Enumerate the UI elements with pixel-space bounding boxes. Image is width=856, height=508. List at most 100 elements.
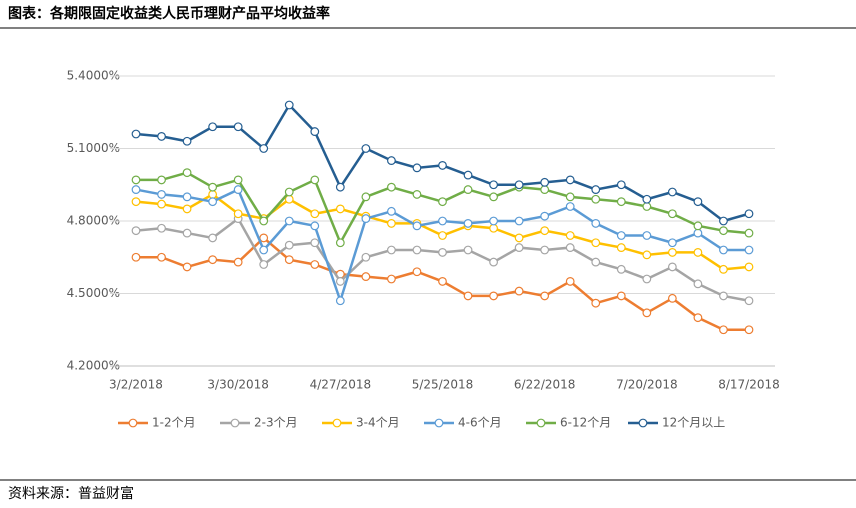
- point: [284, 255, 294, 265]
- chart-title: 图表：各期限固定收益类人民币理财产品平均收益率: [8, 5, 330, 22]
- point: [259, 245, 269, 255]
- point: [157, 252, 166, 262]
- point: [719, 325, 728, 335]
- point: [489, 223, 498, 233]
- point: [157, 190, 166, 199]
- x-tick-label: 5/25/2018: [412, 378, 474, 392]
- point: [412, 190, 422, 199]
- point: [412, 221, 422, 231]
- point: [591, 257, 601, 267]
- legend-label: 12个月以上: [662, 416, 725, 430]
- legend-marker: [128, 418, 138, 428]
- point: [693, 279, 703, 289]
- y-tick-label: 4.8000%: [67, 214, 120, 228]
- point: [412, 163, 422, 173]
- point: [157, 175, 166, 185]
- point: [565, 192, 575, 202]
- point: [591, 219, 601, 228]
- point: [182, 204, 192, 214]
- point: [259, 144, 269, 153]
- point: [284, 216, 294, 226]
- point: [489, 257, 498, 267]
- point: [540, 211, 550, 221]
- point: [335, 204, 345, 214]
- point: [540, 177, 550, 187]
- point: [284, 100, 294, 110]
- point: [719, 226, 728, 236]
- point: [540, 245, 550, 255]
- point: [361, 214, 371, 223]
- legend-label: 4-6个月: [458, 416, 502, 430]
- point: [131, 226, 141, 236]
- point: [438, 277, 447, 286]
- point: [744, 245, 754, 255]
- point: [310, 238, 320, 248]
- point: [387, 156, 396, 165]
- point: [667, 293, 677, 303]
- point: [335, 238, 345, 248]
- point: [616, 197, 626, 207]
- point: [591, 238, 601, 248]
- legend-label: 3-4个月: [356, 416, 400, 430]
- point: [310, 260, 320, 269]
- point: [565, 277, 575, 286]
- point: [642, 274, 652, 284]
- point: [259, 260, 269, 269]
- point: [616, 180, 626, 190]
- point: [693, 313, 703, 323]
- point: [693, 221, 703, 231]
- point: [744, 262, 754, 272]
- point: [387, 245, 396, 255]
- point: [208, 255, 218, 265]
- point: [208, 190, 218, 199]
- point: [489, 216, 498, 226]
- point: [616, 291, 626, 301]
- point: [233, 175, 243, 185]
- point: [463, 219, 473, 228]
- y-tick-label: 4.2000%: [67, 359, 120, 373]
- legend-label: 6-12个月: [560, 416, 611, 430]
- point: [719, 245, 728, 255]
- point: [208, 233, 218, 243]
- point: [642, 194, 652, 204]
- series-line: [135, 216, 750, 302]
- point: [565, 231, 575, 240]
- point: [438, 161, 447, 170]
- point: [667, 187, 677, 197]
- point: [744, 325, 754, 335]
- point: [335, 182, 345, 192]
- point: [208, 197, 218, 207]
- point: [259, 216, 269, 226]
- point: [591, 185, 601, 194]
- point: [667, 248, 677, 257]
- y-tick-label: 4.5000%: [67, 286, 120, 300]
- point: [387, 219, 396, 228]
- point: [361, 272, 371, 281]
- source: 资料来源：普益财富: [8, 485, 134, 502]
- legend-label: 1-2个月: [152, 416, 196, 430]
- point: [387, 206, 396, 216]
- legend-marker: [536, 418, 546, 428]
- point: [616, 243, 626, 252]
- x-tick-label: 3/2/2018: [109, 378, 163, 392]
- point: [387, 182, 396, 192]
- point: [667, 209, 677, 219]
- point: [131, 175, 141, 185]
- y-tick-label: 5.4000%: [67, 69, 120, 83]
- point: [693, 228, 703, 238]
- point: [744, 228, 754, 238]
- point: [131, 197, 141, 207]
- point: [361, 144, 371, 153]
- x-tick-label: 6/22/2018: [514, 378, 576, 392]
- point: [540, 226, 550, 236]
- point: [157, 199, 166, 209]
- point: [667, 262, 677, 272]
- point: [335, 277, 345, 286]
- point: [565, 243, 575, 252]
- point: [489, 180, 498, 190]
- point: [463, 185, 473, 194]
- point: [361, 192, 371, 202]
- point: [208, 182, 218, 192]
- point: [693, 248, 703, 257]
- point: [310, 209, 320, 219]
